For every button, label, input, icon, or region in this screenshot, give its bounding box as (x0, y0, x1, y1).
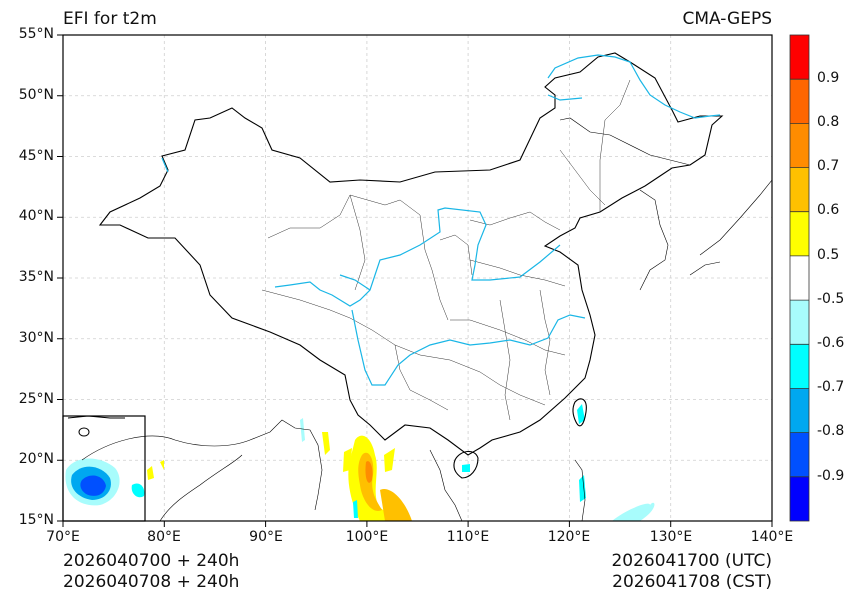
init-time-block: 2026040700 + 240h 2026040708 + 240h (63, 551, 239, 593)
rivers (161, 54, 721, 386)
valid-time-cst: 2026041708 (CST) (612, 572, 772, 592)
colorbar-label-neg0.8: -0.8 (817, 423, 845, 439)
lon-tick-120e: 120°E (547, 529, 591, 545)
map-title: EFI for t2m (63, 9, 157, 29)
lon-tick-100e: 100°E (345, 529, 389, 545)
lon-tick-130e: 130°E (649, 529, 693, 545)
valid-time-utc: 2026041700 (UTC) (611, 551, 772, 571)
model-name: CMA-GEPS (682, 9, 772, 29)
lon-tick-70e: 70°E (46, 529, 80, 545)
lat-tick-45n: 45°N (18, 148, 54, 164)
coastline-and-borders (81, 52, 772, 521)
lon-tick-90e: 90°E (249, 529, 283, 545)
colorbar (789, 34, 810, 522)
colorbar-label-0.5: 0.5 (817, 247, 840, 263)
colorbar-label-neg0.5: -0.5 (817, 291, 845, 307)
warm-anomaly-shading (147, 432, 412, 521)
lat-tick-55n: 55°N (18, 26, 54, 42)
lat-tick-35n: 35°N (18, 269, 54, 285)
lat-tick-40n: 40°N (18, 208, 54, 224)
colorbar-label-0.8: 0.8 (817, 114, 840, 130)
lat-tick-30n: 30°N (18, 330, 54, 346)
lon-tick-140e: 140°E (750, 529, 794, 545)
province-borders (261, 79, 631, 421)
colorbar-label-0.9: 0.9 (817, 70, 840, 86)
valid-time-block: 2026041700 (UTC) 2026041708 (CST) (611, 551, 772, 593)
init-time-utc: 2026040700 + 240h (63, 551, 240, 571)
tick-marks (57, 34, 773, 527)
lat-tick-50n: 50°N (18, 87, 54, 103)
cold-anomaly-shading (65, 404, 655, 521)
colorbar-label-0.7: 0.7 (817, 158, 840, 174)
lat-tick-15n: 15°N (18, 512, 54, 528)
lon-tick-80e: 80°E (147, 529, 181, 545)
lat-tick-25n: 25°N (18, 391, 54, 407)
colorbar-label-neg0.9: -0.9 (817, 468, 845, 484)
colorbar-label-neg0.6: -0.6 (817, 335, 845, 351)
lon-tick-110e: 110°E (446, 529, 490, 545)
lat-tick-20n: 20°N (18, 451, 54, 467)
gridlines (63, 35, 772, 521)
colorbar-label-0.6: 0.6 (817, 202, 840, 218)
colorbar-label-neg0.7: -0.7 (817, 379, 845, 395)
init-time-cst: 2026040708 + 240h (63, 572, 240, 592)
